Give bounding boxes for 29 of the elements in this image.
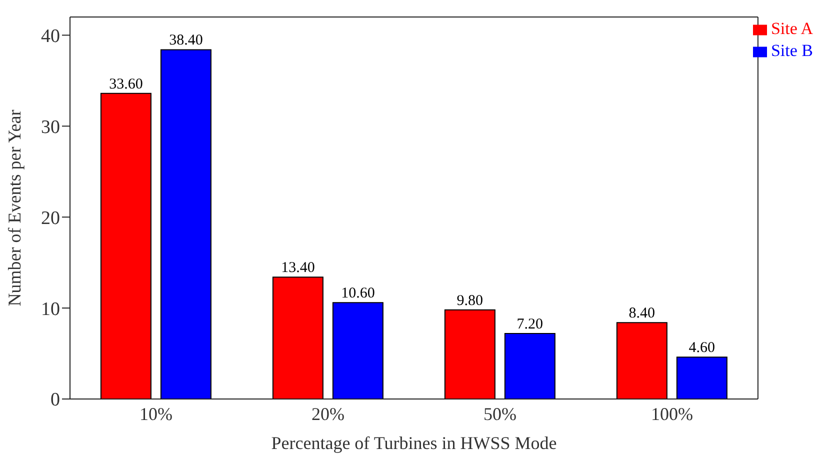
bar: [676, 356, 728, 399]
bar: [504, 333, 556, 399]
y-tick-label: 10: [41, 298, 60, 320]
bar: [100, 92, 152, 399]
data-label: 13.40: [281, 260, 315, 276]
x-tick-label: 10%: [139, 404, 172, 424]
bar: [272, 276, 324, 399]
y-tick-label: 20: [41, 208, 60, 229]
data-label: 9.80: [456, 292, 484, 309]
bar: [160, 49, 212, 399]
y-tick-label: 40: [41, 26, 60, 47]
y-tick-label: 30: [41, 116, 60, 138]
legend-label: Site B: [770, 41, 813, 60]
bar: [616, 322, 668, 399]
data-label: 33.60: [109, 76, 143, 92]
x-tick-label: 100%: [650, 404, 693, 424]
x-tick-label: 20%: [311, 404, 344, 424]
data-label: 10.60: [341, 286, 375, 302]
data-label: 7.20: [516, 316, 544, 333]
y-axis-title: Number of Events per Year: [4, 110, 24, 306]
x-axis-title: Percentage of Turbines in HWSS Mode: [271, 433, 557, 453]
legend-label: Site A: [770, 19, 813, 38]
data-label: 38.40: [169, 32, 203, 49]
data-label: 4.60: [688, 340, 716, 356]
x-tick-label: 50%: [483, 404, 516, 424]
data-label: 8.40: [628, 306, 656, 322]
bar: [444, 309, 496, 399]
y-tick-label: 0: [50, 390, 60, 411]
bar: [332, 302, 384, 399]
